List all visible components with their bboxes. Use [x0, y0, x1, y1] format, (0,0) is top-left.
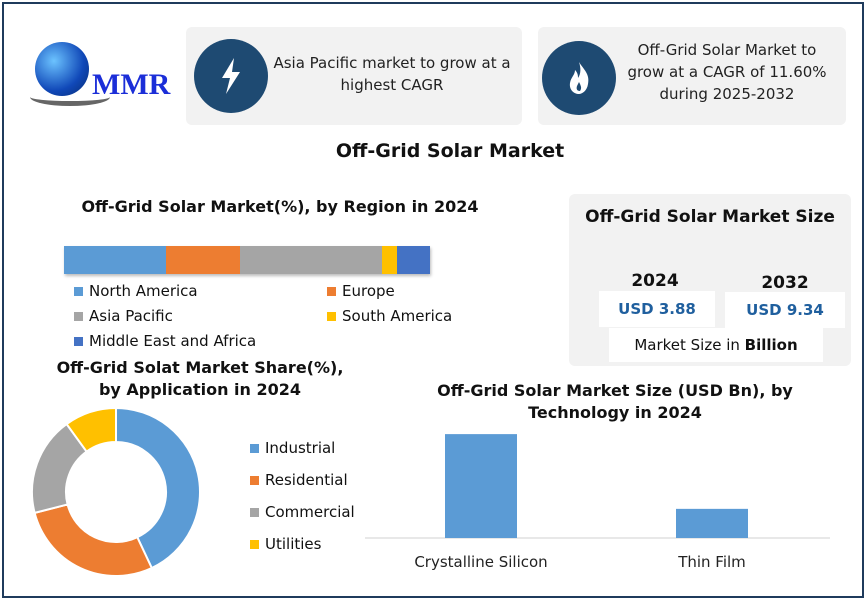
legend-swatch: [74, 336, 83, 346]
market-size-card: Off-Grid Solar Market Size 2024 2032 USD…: [569, 194, 851, 366]
legend-label: Middle East and Africa: [89, 332, 257, 350]
application-chart-title: Off-Grid Solat Market Share(%), by Appli…: [56, 358, 344, 399]
application-legend-item: Industrial: [250, 439, 335, 457]
region-legend-item: Middle East and Africa: [74, 332, 256, 350]
region-segment-middle-east-and-africa: [397, 246, 430, 274]
region-segment-south-america: [382, 246, 398, 274]
logo-text: MMR: [92, 68, 171, 101]
legend-swatch: [250, 539, 259, 549]
donut-slice-utilities: [65, 406, 117, 453]
donut-slice-residential: [33, 503, 154, 577]
region-stacked-bar: [64, 246, 430, 274]
legend-label: Residential: [265, 471, 348, 489]
value-2032: USD 9.34: [725, 292, 845, 328]
note-unit: Billion: [744, 336, 798, 354]
region-chart-title: Off-Grid Solar Market(%), by Region in 2…: [81, 197, 479, 216]
legend-swatch: [74, 311, 83, 321]
region-legend-item: Asia Pacific: [74, 307, 173, 325]
legend-label: South America: [342, 307, 453, 325]
legend-swatch: [327, 311, 336, 321]
legend-label: Asia Pacific: [89, 307, 173, 325]
region-legend-item: North America: [74, 282, 198, 300]
flame-icon: [542, 41, 616, 115]
x-tick-label: Thin Film: [677, 553, 746, 571]
year-2032: 2032: [761, 273, 809, 293]
legend-swatch: [74, 286, 83, 296]
technology-chart-title: Off-Grid Solar Market Size (USD Bn), by …: [437, 381, 793, 422]
mmr-logo: MMR: [30, 40, 180, 110]
lightning-icon: [194, 39, 268, 113]
legend-swatch: [250, 507, 259, 517]
highlight-card-2: Off-Grid Solar Market to grow at a CAGR …: [538, 27, 846, 125]
value-2024: USD 3.88: [599, 291, 715, 327]
swoosh-icon: [30, 88, 110, 106]
year-2024: 2024: [631, 271, 679, 291]
region-segment-europe: [166, 246, 240, 274]
market-size-note: Market Size in Billion: [609, 328, 823, 362]
region-segment-north-america: [64, 246, 167, 274]
card-text: Asia Pacific market to grow at a highest…: [273, 54, 511, 94]
legend-swatch: [327, 286, 336, 296]
region-legend-item: South America: [327, 307, 452, 325]
legend-label: Commercial: [265, 503, 355, 521]
card-text: Off-Grid Solar Market to grow at a CAGR …: [627, 41, 827, 103]
application-legend-item: Utilities: [250, 535, 321, 553]
region-legend-item: Europe: [327, 282, 395, 300]
application-donut: [31, 406, 201, 577]
region-segment-asia-pacific: [239, 246, 383, 274]
application-legend-item: Commercial: [250, 503, 355, 521]
legend-label: Utilities: [265, 535, 322, 553]
legend-label: North America: [89, 282, 198, 300]
market-size-title: Off-Grid Solar Market Size: [585, 207, 835, 227]
technology-bar-chart: Crystalline Silicon Thin Film: [365, 434, 830, 571]
legend-swatch: [250, 475, 259, 485]
legend-label: Industrial: [265, 439, 336, 457]
globe-icon: [35, 42, 89, 96]
note-prefix: Market Size in: [634, 336, 745, 354]
x-tick-label: Crystalline Silicon: [414, 553, 547, 571]
legend-label: Europe: [342, 282, 395, 300]
bar-thin-film: [676, 508, 748, 538]
application-legend-item: Residential: [250, 471, 348, 489]
highlight-card-1: Asia Pacific market to grow at a highest…: [186, 27, 522, 125]
donut-slice-industrial: [115, 406, 201, 570]
legend-swatch: [250, 443, 259, 453]
main-title: Off-Grid Solar Market: [335, 140, 565, 162]
bar-crystalline-silicon: [445, 434, 517, 538]
